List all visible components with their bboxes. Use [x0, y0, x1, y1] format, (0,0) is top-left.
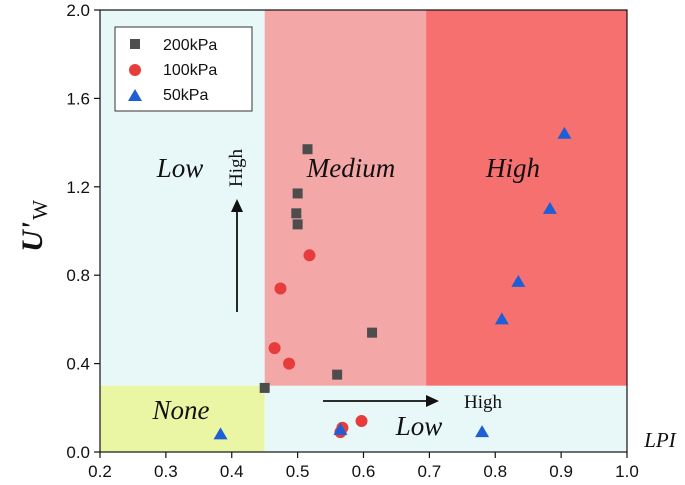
svg-text:U'W: U'W: [16, 200, 52, 252]
zone-label-none: None: [152, 395, 210, 425]
point-200kpa-2: [292, 188, 303, 199]
y-axis-label-main: U': [16, 222, 49, 252]
legend-marker-200kpa: [130, 39, 140, 49]
y-tick-label: 0.8: [66, 266, 90, 285]
zone-label-medium: Medium: [306, 153, 395, 183]
point-50kpa-4: [213, 427, 228, 440]
horizontal-arrow-label: High: [464, 392, 503, 413]
point-200kpa-4: [292, 219, 303, 230]
horizontal-arrow: [323, 395, 439, 407]
legend-label-100kpa: 100kPa: [163, 62, 217, 79]
x-tick-label: 0.7: [418, 462, 442, 481]
vertical-arrow-label: High: [226, 149, 247, 188]
point-50kpa-2: [511, 274, 526, 287]
point-100kpa-1: [274, 282, 287, 295]
y-axis-label-sub: W: [28, 200, 52, 220]
x-tick-label: 0.6: [352, 462, 376, 481]
point-50kpa-0: [557, 126, 572, 139]
vertical-arrow: [231, 199, 243, 312]
zone-label-low-left: Low: [156, 153, 204, 183]
point-100kpa-3: [283, 357, 296, 370]
point-50kpa-3: [494, 312, 509, 325]
point-50kpa-5: [333, 422, 348, 435]
point-50kpa-1: [542, 201, 557, 214]
legend-label-200kpa: 200kPa: [163, 37, 217, 54]
x-axis-label: LPI: [643, 428, 677, 452]
zone-label-low-bottom: Low: [395, 411, 443, 441]
y-tick-label: 1.6: [66, 89, 90, 108]
x-tick-label: 0.9: [549, 462, 573, 481]
y-tick-label: 1.2: [66, 178, 90, 197]
point-200kpa-6: [367, 327, 378, 338]
x-tick-label: 0.5: [286, 462, 310, 481]
point-200kpa-1: [302, 144, 313, 155]
x-tick-label: 0.4: [220, 462, 244, 481]
point-200kpa-3: [291, 208, 302, 219]
y-tick-label: 0.0: [66, 443, 90, 462]
y-tick-label: 0.4: [66, 355, 90, 374]
region-high: [426, 10, 627, 386]
y-axis-label: U'W: [16, 200, 52, 252]
region-medium: [264, 10, 427, 386]
zone-label-high: High: [485, 153, 540, 183]
legend-marker-100kpa: [129, 64, 141, 76]
x-tick-label: 0.2: [88, 462, 112, 481]
point-200kpa-0: [259, 382, 270, 393]
legend-marker-50kpa: [128, 89, 142, 101]
region-low-bottom: [264, 385, 627, 452]
point-200kpa-5: [332, 369, 343, 380]
x-axis-ticks: 0.2 0.3 0.4 0.5 0.6 0.7 0.8 0.9 1.0: [88, 452, 639, 481]
y-tick-label: 2.0: [66, 1, 90, 20]
legend: 200kPa 100kPa 50kPa: [114, 26, 253, 112]
legend-label-50kpa: 50kPa: [163, 87, 208, 104]
x-tick-label: 0.8: [483, 462, 507, 481]
point-100kpa-6: [355, 415, 368, 428]
x-tick-label: 0.3: [154, 462, 178, 481]
data-points: [213, 126, 572, 440]
region-none: [100, 385, 265, 452]
point-50kpa-6: [475, 425, 490, 438]
point-100kpa-2: [268, 342, 281, 355]
y-axis-ticks: 0.0 0.4 0.8 1.2 1.6 2.0: [66, 1, 100, 462]
point-100kpa-0: [303, 249, 316, 262]
x-tick-label: 1.0: [615, 462, 639, 481]
